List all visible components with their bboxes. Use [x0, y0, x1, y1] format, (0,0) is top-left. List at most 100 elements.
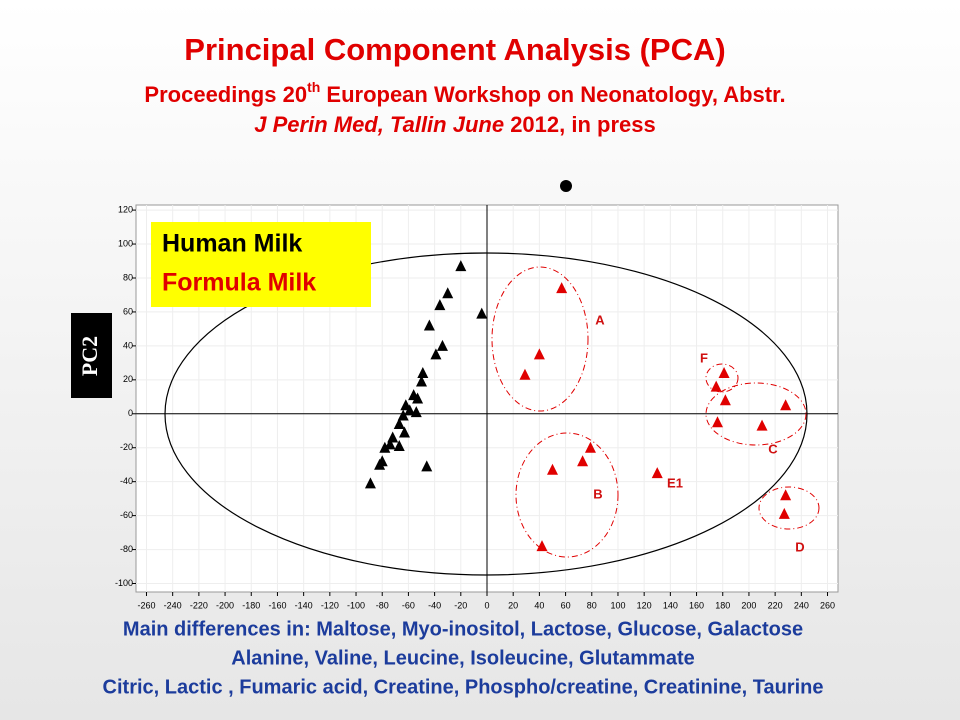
- point: [430, 348, 442, 360]
- x-tick-label: -220: [190, 600, 208, 610]
- point: [756, 419, 768, 431]
- citation-part: J Perin Med, Tallin June: [254, 112, 504, 137]
- x-tick-label: -140: [295, 600, 313, 610]
- y-tick-label: -40: [120, 476, 133, 486]
- y-tick-label: 60: [123, 306, 133, 316]
- point: [519, 368, 531, 380]
- y-axis-label: PC2: [77, 336, 102, 376]
- y-label-box: [71, 313, 112, 398]
- group-label: A: [595, 312, 605, 327]
- point: [577, 455, 589, 467]
- point: [455, 260, 467, 272]
- point: [436, 339, 448, 351]
- x-tick-label: 160: [689, 600, 704, 610]
- y-tick-label: 100: [118, 238, 133, 248]
- point: [533, 348, 545, 360]
- x-tick-label: 40: [534, 600, 544, 610]
- legend: [151, 222, 371, 307]
- point: [374, 458, 386, 470]
- x-tick-label: -240: [164, 600, 182, 610]
- group-ellipse: [758, 486, 820, 530]
- x-tick-label: 140: [663, 600, 678, 610]
- x-tick-label: -80: [376, 600, 389, 610]
- subtitle-sup: th: [307, 79, 320, 95]
- y-tick-label: 40: [123, 340, 133, 350]
- legend-items: Human Milk Formula Milk: [162, 230, 316, 297]
- point: [710, 380, 722, 392]
- citation: J Perin Med, Tallin June 2012, in press: [254, 112, 655, 137]
- x-tick-label: 180: [715, 600, 730, 610]
- group-ellipse: [705, 382, 807, 446]
- point: [556, 282, 568, 294]
- y-tick-label: 0: [128, 408, 133, 418]
- point: [364, 477, 376, 489]
- subtitle: Proceedings 20th European Workshop on Ne…: [144, 79, 785, 107]
- y-tick-label: -60: [120, 510, 133, 520]
- point: [651, 467, 663, 479]
- point: [778, 507, 790, 519]
- footer-line: Citric, Lactic , Fumaric acid, Creatine,…: [103, 676, 824, 698]
- x-tick-label: -200: [216, 600, 234, 610]
- group-label: C: [768, 441, 778, 456]
- group-ellipse: [515, 432, 619, 558]
- point: [412, 392, 424, 404]
- subtitle-part: Proceedings 20: [144, 82, 307, 107]
- point: [476, 307, 488, 319]
- point: [442, 287, 454, 299]
- x-tick-label: -180: [242, 600, 260, 610]
- point: [384, 438, 396, 450]
- x-tick-label: 240: [794, 600, 809, 610]
- group-label: E1: [667, 475, 683, 490]
- point: [393, 440, 405, 452]
- point: [398, 426, 410, 438]
- y-tick-label: 20: [123, 374, 133, 384]
- point: [421, 460, 433, 472]
- point: [417, 367, 429, 379]
- group-label: D: [795, 539, 804, 554]
- x-tick-label: -100: [347, 600, 365, 610]
- point: [397, 409, 409, 421]
- y-tick-label: 120: [118, 204, 133, 214]
- point: [393, 417, 405, 429]
- point: [780, 489, 792, 501]
- point: [416, 375, 428, 387]
- x-tick-label: 100: [610, 600, 625, 610]
- point: [423, 319, 435, 331]
- point: [404, 404, 416, 416]
- dot: [560, 180, 572, 192]
- group-ellipse: [491, 266, 589, 412]
- point: [536, 540, 548, 552]
- point: [379, 441, 391, 453]
- footer-line: Alanine, Valine, Leucine, Isoleucine, Gl…: [231, 647, 694, 669]
- group-label: B: [593, 486, 602, 501]
- x-tick-label: -40: [428, 600, 441, 610]
- subtitle-part: European Workshop on Neonatology, Abstr.: [320, 82, 785, 107]
- legend-label: Human Milk: [162, 230, 302, 258]
- point: [410, 406, 422, 418]
- x-tick-label: 20: [508, 600, 518, 610]
- point: [546, 463, 558, 475]
- y-tick-label: -20: [120, 442, 133, 452]
- x-tick-label: 200: [741, 600, 756, 610]
- citation-part: 2012, in press: [504, 112, 656, 137]
- footer-line: Main differences in: Maltose, Myo-inosit…: [123, 618, 803, 640]
- x-tick-label: -160: [268, 600, 286, 610]
- point: [434, 299, 446, 311]
- x-tick-label: 60: [561, 600, 571, 610]
- x-tick-label: 120: [637, 600, 652, 610]
- point: [719, 394, 731, 406]
- y-tick-label: 80: [123, 272, 133, 282]
- x-tick-label: 220: [768, 600, 783, 610]
- point: [780, 399, 792, 411]
- chart-title: Principal Component Analysis (PCA): [184, 32, 725, 67]
- y-tick-label: -100: [115, 578, 133, 588]
- x-tick-label: 260: [820, 600, 835, 610]
- point: [584, 441, 596, 453]
- confidence-ellipse: [164, 252, 808, 576]
- x-tick-label: -120: [321, 600, 339, 610]
- x-tick-label: -20: [454, 600, 467, 610]
- group-ellipse: [705, 363, 739, 393]
- y-tick-label: -80: [120, 544, 133, 554]
